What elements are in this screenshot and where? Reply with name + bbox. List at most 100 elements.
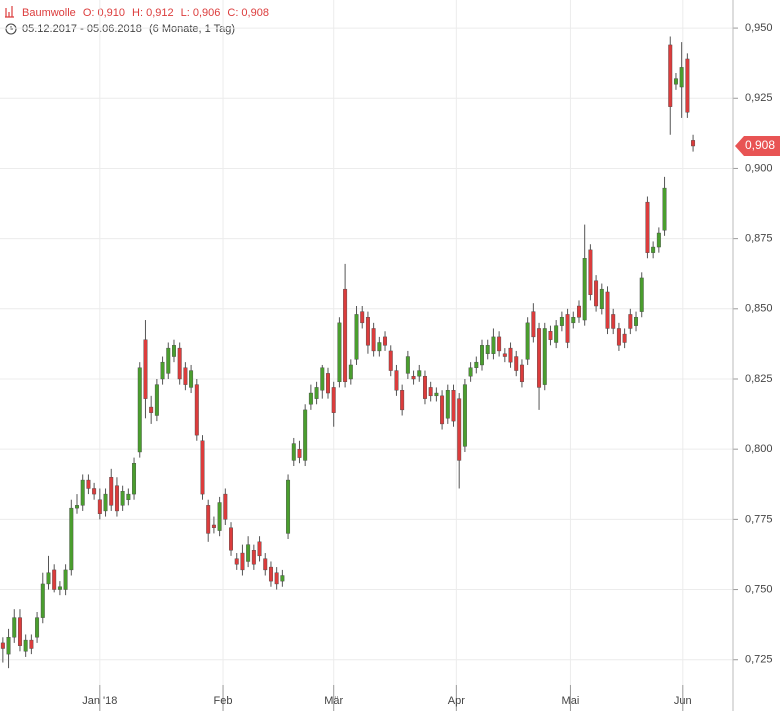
x-tick-label: Jan '18 [82,695,117,707]
candle-body [40,583,45,618]
candle-body [691,140,696,147]
candle-body [565,314,570,343]
candle-body [120,491,125,506]
x-tick-label: Mär [324,695,343,707]
last-price-label: 0,908 [745,138,775,152]
candle-body [143,339,148,399]
candle-body [457,398,462,461]
candle-body [314,387,319,399]
y-tick-label: 0,725 [745,654,773,666]
candle-body [229,527,233,551]
candle-body [234,558,239,565]
candle-body [491,336,496,354]
candle-body [519,364,524,383]
ohlc-label: C: 0,908 [227,7,269,19]
candle-body [480,345,484,366]
candle-body [531,311,536,338]
last-price-badge [735,135,780,156]
candle-body [485,345,490,354]
candle-body [582,258,587,321]
candle-body [605,291,610,329]
candle-body [109,477,114,506]
candle-body [274,572,279,585]
candle-body [634,317,638,326]
candle-body [297,448,302,458]
candle-body [577,305,581,318]
candle-body [537,328,542,388]
y-tick-label: 0,950 [745,22,773,34]
candle-body [303,409,308,461]
candle-body [365,317,370,346]
candle-body [559,317,564,326]
candle-body [394,370,399,391]
candle-body [411,375,416,380]
candle-body [474,361,479,368]
candle-body [343,288,348,383]
candle-body [348,364,353,380]
candle-body [423,375,427,399]
candle-body [308,392,313,405]
candle-body [554,325,559,343]
candle-body [383,336,388,346]
candle-body [628,314,633,329]
candle-body [97,499,102,514]
candle-body [331,387,336,413]
ohlc-label: L: 0,906 [181,7,221,19]
candle-body [645,201,650,253]
candle-body [326,373,330,394]
candle-body [132,463,137,495]
candle-body [154,384,159,416]
candle-body [508,347,513,363]
candle-body [599,288,604,310]
y-tick-label: 0,775 [745,513,773,525]
candle-body [445,390,450,419]
x-tick-label: Apr [448,695,465,707]
candle-body [257,541,262,557]
candle-body [177,347,182,380]
candle-body [23,639,28,652]
candle-body [240,552,245,571]
candle-body [662,187,667,231]
candle-body [440,395,445,425]
candle-body [360,311,365,324]
candle-body [57,586,62,590]
candle-body [280,575,285,582]
candle-body [172,345,176,357]
candle-body [616,328,621,346]
candle-body [69,507,74,571]
grid [0,0,733,685]
y-tick-label: 0,875 [745,233,773,245]
candle-body [6,637,11,655]
candle-body [651,246,656,253]
instrument-name: Baumwolle [22,7,76,19]
candle-body [514,356,519,371]
y-tick-label: 0,800 [745,443,773,455]
candle-body [354,314,359,360]
x-tick-label: Mai [562,695,580,707]
candle-body [263,558,268,571]
candle-body [588,249,593,295]
candle-body [502,353,507,357]
candle-body [525,322,530,360]
candle-body [594,280,599,307]
candle-body [160,361,165,380]
candle-body [685,58,690,113]
candle-body [337,322,342,383]
candle-body [388,350,393,371]
clock-icon [5,23,17,35]
candle-body [462,384,467,447]
ohlc-label: H: 0,912 [132,7,174,19]
candle-body [548,331,553,340]
candle-body [63,569,68,590]
candle-body [371,328,376,352]
candle-body [320,367,325,391]
candle-body [542,328,547,385]
candle-body [223,493,228,520]
chart-icon [5,6,14,18]
y-tick-label: 0,750 [745,583,773,595]
candle-body [434,392,439,397]
header-line: Baumwolle O: 0,910 H: 0,912 L: 0,906 C: 0,90… [22,7,269,19]
candle-body [17,617,22,646]
candle-body [80,479,85,506]
